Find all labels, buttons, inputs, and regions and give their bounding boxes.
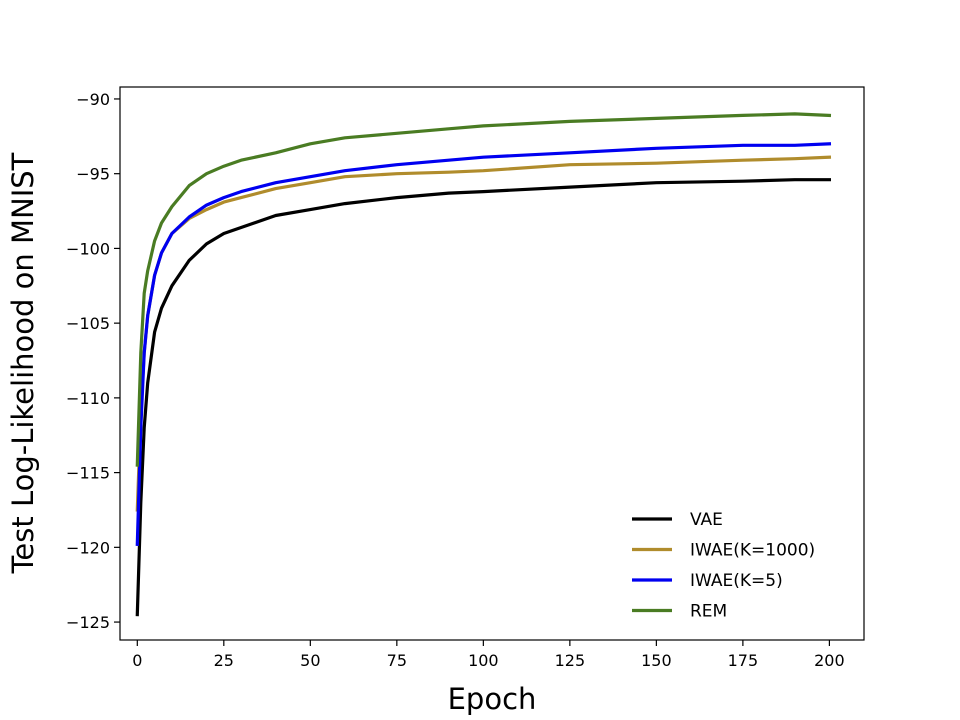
y-tick-label-7: −90 xyxy=(76,90,110,109)
series-line-0 xyxy=(135,178,832,617)
plot-area xyxy=(119,86,865,641)
y-tick-label-2: −115 xyxy=(66,464,110,483)
x-tick-label-2: 50 xyxy=(300,651,320,670)
legend-label-1: IWAE(K=1000) xyxy=(690,541,815,561)
legend-label-3: REM xyxy=(690,602,727,622)
legend-label-2: IWAE(K=5) xyxy=(690,571,783,591)
series-line-3 xyxy=(135,112,832,467)
x-tick-label-6: 150 xyxy=(641,651,672,670)
x-tick-label-4: 100 xyxy=(468,651,499,670)
x-axis-ticks: 0 25 50 75 100 125 150 175 200 xyxy=(132,640,845,670)
y-axis-ticks: −125 −120 −115 −110 −105 −100 −95 −90 xyxy=(66,90,120,632)
y-tick-label-5: −100 xyxy=(66,239,110,258)
x-tick-label-7: 175 xyxy=(728,651,759,670)
series-line-2 xyxy=(135,142,832,546)
x-tick-label-5: 125 xyxy=(555,651,586,670)
y-tick-label-1: −120 xyxy=(66,538,110,557)
x-tick-label-1: 25 xyxy=(214,651,234,670)
x-tick-label-8: 200 xyxy=(814,651,845,670)
x-tick-label-3: 75 xyxy=(387,651,407,670)
legend: VAE IWAE(K=1000) IWAE(K=5) REM xyxy=(632,510,815,622)
x-axis-label: Epoch xyxy=(448,682,537,716)
y-axis-label: Test Log-Likelihood on MNIST xyxy=(6,152,40,574)
series-layer xyxy=(135,112,832,617)
y-tick-label-6: −95 xyxy=(76,165,110,184)
y-tick-label-3: −110 xyxy=(66,389,110,408)
legend-label-0: VAE xyxy=(690,510,723,530)
y-tick-label-4: −105 xyxy=(66,314,110,333)
y-tick-label-0: −125 xyxy=(66,613,110,632)
x-tick-label-0: 0 xyxy=(132,651,142,670)
